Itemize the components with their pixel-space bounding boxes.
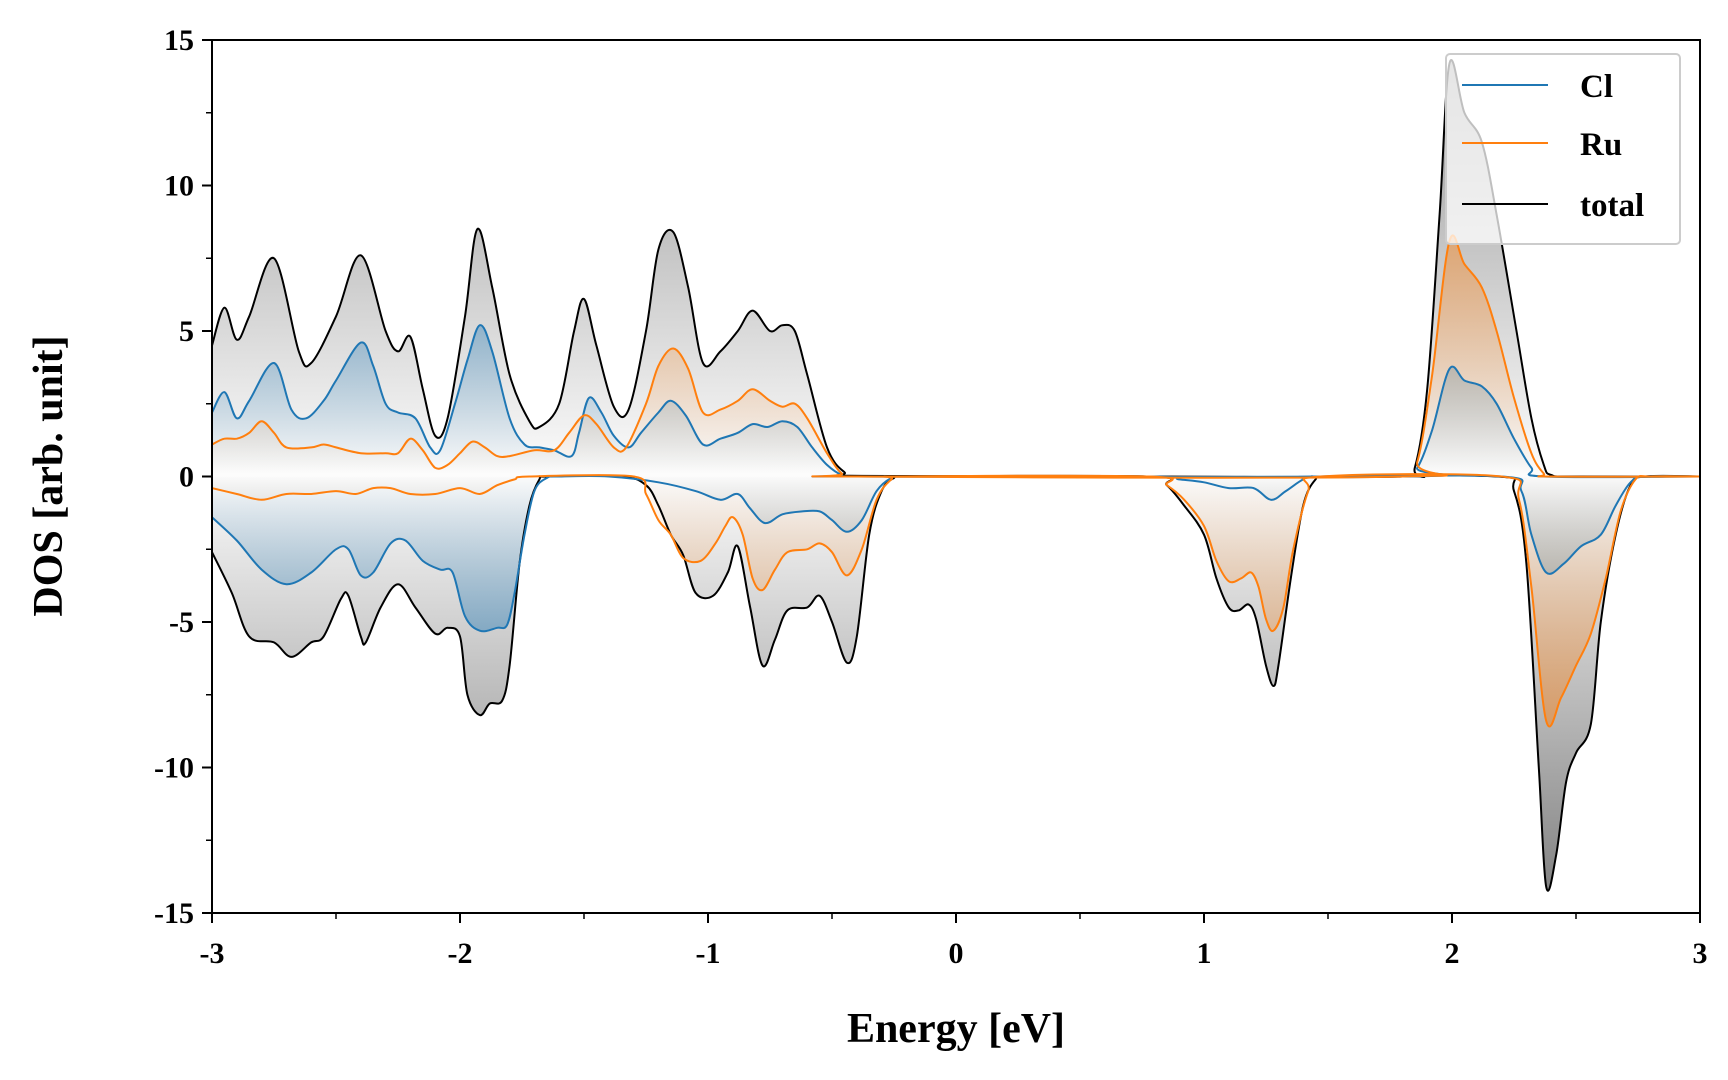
x-axis-title: Energy [eV] — [847, 1006, 1065, 1052]
y-tick-label: -5 — [169, 606, 194, 639]
series-line-cl-up — [212, 324, 1700, 479]
area-ru-down — [212, 474, 1700, 727]
x-tick-label: -1 — [696, 937, 721, 970]
y-tick-label: 10 — [164, 170, 194, 203]
x-axis: -3 -2 -1 0 1 2 3 — [200, 913, 1708, 970]
series-line-ru-up — [212, 234, 1700, 479]
y-tick-label: -10 — [154, 752, 194, 785]
x-tick-label: -3 — [200, 937, 225, 970]
series-line-ru-down — [212, 473, 1700, 728]
x-tick-label: -2 — [448, 937, 473, 970]
series-lines — [212, 59, 1700, 892]
series-line-total-down — [212, 474, 1700, 892]
x-tick-label: 0 — [949, 937, 964, 970]
legend-label-cl: Cl — [1580, 69, 1613, 105]
y-tick-label: 5 — [179, 315, 194, 348]
legend-box — [1445, 53, 1681, 245]
area-total-up — [212, 59, 1700, 478]
legend-label-ru: Ru — [1580, 127, 1622, 163]
y-axis: -15 -10 -5 0 5 10 15 — [154, 24, 212, 930]
y-axis-title: DOS [arb. unit] — [26, 335, 72, 616]
y-tick-label: 15 — [164, 24, 194, 57]
y-tick-label: 0 — [179, 461, 194, 494]
y-tick-label: -15 — [154, 897, 194, 930]
legend-label-total: total — [1580, 188, 1644, 224]
area-fills — [212, 59, 1700, 891]
legend: Cl Ru total — [1445, 53, 1681, 245]
x-tick-label: 1 — [1197, 937, 1212, 970]
x-tick-label: 2 — [1445, 937, 1460, 970]
x-tick-label: 3 — [1693, 937, 1708, 970]
area-ru-up — [212, 235, 1700, 478]
